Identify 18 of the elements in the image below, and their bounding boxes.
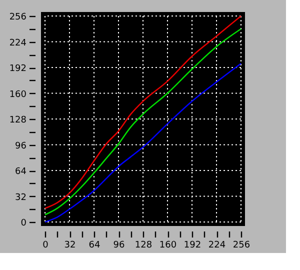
y-tick-label: 160: [9, 90, 27, 100]
y-tick-label: 256: [9, 12, 27, 22]
x-tick-label: 160: [159, 240, 177, 250]
y-tick-label: 64: [15, 167, 27, 177]
y-tick-label: 192: [9, 64, 26, 74]
x-tick-label: 224: [208, 240, 226, 250]
x-tick-label: 64: [88, 240, 100, 250]
x-tick-label: 32: [64, 240, 76, 250]
x-tick-label: 256: [232, 240, 250, 250]
x-tick-label: 192: [184, 240, 202, 250]
y-tick-label: 32: [15, 192, 26, 203]
y-tick-label: 224: [9, 38, 27, 48]
x-tick-label: 128: [134, 240, 152, 250]
x-tick-label: 0: [42, 240, 49, 250]
y-tick-label: 96: [15, 141, 27, 152]
x-tick-label: 96: [113, 240, 125, 250]
y-tick-label: 128: [9, 116, 27, 126]
y-tick-label: 0: [20, 218, 27, 228]
